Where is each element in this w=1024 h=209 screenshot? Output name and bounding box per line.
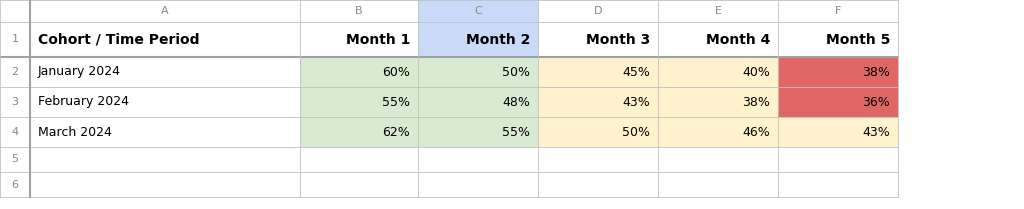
Bar xyxy=(538,172,658,197)
Text: 60%: 60% xyxy=(382,65,410,79)
Bar xyxy=(0,172,30,197)
Bar xyxy=(778,147,898,172)
Bar xyxy=(30,57,300,87)
Text: Cohort / Time Period: Cohort / Time Period xyxy=(38,33,200,46)
Text: 43%: 43% xyxy=(623,96,650,108)
Text: 55%: 55% xyxy=(382,96,410,108)
Text: 62%: 62% xyxy=(382,125,410,139)
Bar xyxy=(0,22,30,57)
Text: C: C xyxy=(474,6,482,16)
Text: February 2024: February 2024 xyxy=(38,96,129,108)
Text: 55%: 55% xyxy=(502,125,530,139)
Bar xyxy=(778,22,898,57)
Bar xyxy=(0,117,30,147)
Text: 46%: 46% xyxy=(742,125,770,139)
Bar xyxy=(538,22,658,57)
Text: 36%: 36% xyxy=(862,96,890,108)
Text: 2: 2 xyxy=(11,67,18,77)
Bar xyxy=(418,147,538,172)
Text: A: A xyxy=(161,6,169,16)
Bar xyxy=(658,172,778,197)
Bar xyxy=(418,22,538,57)
Bar xyxy=(778,172,898,197)
Bar xyxy=(0,147,30,172)
Bar xyxy=(300,0,418,22)
Text: Month 2: Month 2 xyxy=(466,33,530,46)
Text: Month 4: Month 4 xyxy=(706,33,770,46)
Bar xyxy=(30,117,300,147)
Text: E: E xyxy=(715,6,722,16)
Text: Month 3: Month 3 xyxy=(586,33,650,46)
Text: 50%: 50% xyxy=(622,125,650,139)
Bar xyxy=(300,172,418,197)
Bar xyxy=(0,0,30,22)
Bar xyxy=(300,147,418,172)
Bar xyxy=(300,22,418,57)
Bar xyxy=(538,117,658,147)
Bar xyxy=(538,87,658,117)
Bar xyxy=(778,0,898,22)
Text: 48%: 48% xyxy=(502,96,530,108)
Text: Month 5: Month 5 xyxy=(825,33,890,46)
Text: 1: 1 xyxy=(11,34,18,45)
Text: 38%: 38% xyxy=(742,96,770,108)
Bar xyxy=(418,87,538,117)
Bar xyxy=(658,147,778,172)
Bar xyxy=(0,87,30,117)
Bar xyxy=(30,22,300,57)
Text: 45%: 45% xyxy=(623,65,650,79)
Bar xyxy=(778,117,898,147)
Bar xyxy=(538,147,658,172)
Bar xyxy=(778,57,898,87)
Text: March 2024: March 2024 xyxy=(38,125,112,139)
Text: F: F xyxy=(835,6,841,16)
Bar xyxy=(30,172,300,197)
Bar xyxy=(300,87,418,117)
Text: January 2024: January 2024 xyxy=(38,65,121,79)
Bar xyxy=(418,0,538,22)
Text: 5: 5 xyxy=(11,154,18,164)
Bar xyxy=(0,57,30,87)
Bar xyxy=(658,87,778,117)
Text: 4: 4 xyxy=(11,127,18,137)
Bar xyxy=(300,57,418,87)
Bar xyxy=(658,22,778,57)
Bar xyxy=(538,0,658,22)
Bar xyxy=(418,57,538,87)
Bar xyxy=(538,57,658,87)
Text: 50%: 50% xyxy=(502,65,530,79)
Text: 3: 3 xyxy=(11,97,18,107)
Bar xyxy=(300,117,418,147)
Text: 38%: 38% xyxy=(862,65,890,79)
Bar xyxy=(30,87,300,117)
Text: 40%: 40% xyxy=(742,65,770,79)
Text: B: B xyxy=(355,6,362,16)
Bar xyxy=(30,0,300,22)
Bar xyxy=(658,57,778,87)
Text: 43%: 43% xyxy=(862,125,890,139)
Bar xyxy=(418,172,538,197)
Bar xyxy=(778,87,898,117)
Bar xyxy=(658,0,778,22)
Text: Month 1: Month 1 xyxy=(346,33,410,46)
Text: D: D xyxy=(594,6,602,16)
Text: 6: 6 xyxy=(11,180,18,190)
Bar xyxy=(658,117,778,147)
Bar xyxy=(418,117,538,147)
Bar xyxy=(30,147,300,172)
